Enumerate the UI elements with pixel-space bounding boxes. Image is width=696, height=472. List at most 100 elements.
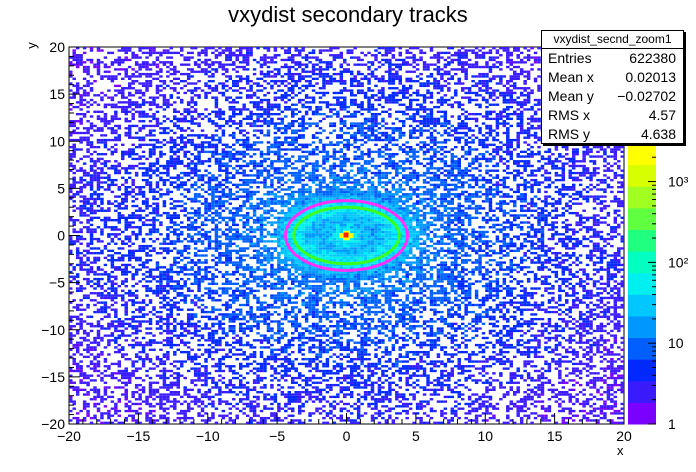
heatmap-cell [176,367,180,370]
heatmap-cell [284,108,288,111]
heatmap-cell [173,77,177,80]
heatmap-cell [186,63,191,66]
heatmap-cell [200,89,205,92]
heatmap-cell [270,181,274,184]
heatmap-cell [273,268,278,271]
heatmap-cell [238,153,243,156]
heatmap-cell [287,294,291,297]
heatmap-cell [193,122,198,125]
heatmap-cell [127,249,132,252]
heatmap-cell [204,96,208,99]
heatmap-cell [86,148,90,151]
heatmap-cell [277,296,281,300]
heatmap-cell [127,136,132,139]
heatmap-cell [238,178,243,182]
heatmap-cell [221,153,226,156]
heatmap-cell [180,270,184,274]
heatmap-cell [242,134,246,137]
heatmap-cell [284,256,288,260]
heatmap-cell [100,169,104,172]
heatmap-cell [93,362,97,366]
heatmap-cell [107,353,111,356]
heatmap-cell [193,273,198,276]
heatmap-cell [96,273,101,276]
heatmap-cell [225,221,229,224]
heatmap-cell [291,254,295,257]
heatmap-cell [263,369,267,373]
heatmap-cell [197,282,201,285]
heatmap-cell [141,313,146,316]
heatmap-cell [238,339,243,342]
heatmap-cell [235,141,239,144]
heatmap-cell [180,181,184,184]
heatmap-cell [100,120,104,123]
heatmap-cell [127,299,132,302]
heatmap-cell [232,112,236,116]
heatmap-cell [72,131,76,135]
heatmap-cell [69,315,73,318]
heatmap-cell [232,292,236,295]
heatmap-cell [110,303,115,307]
heatmap-cell [204,266,208,269]
heatmap-cell [186,322,191,326]
heatmap-cell [100,273,104,276]
heatmap-cell [162,294,167,297]
heatmap-cell [155,174,160,177]
heatmap-cell [280,374,285,377]
heatmap-cell [193,313,198,316]
heatmap-cell [287,407,291,410]
heatmap-cell [197,178,201,182]
heatmap-cell [166,416,170,420]
heatmap-cell [121,282,125,285]
heatmap-cell [114,167,118,170]
heatmap-cell [211,266,215,269]
heatmap-cell [200,372,205,375]
heatmap-cell [284,251,288,255]
heatmap-cell [131,117,135,121]
heatmap-cell [86,277,90,281]
heatmap-cell [134,273,139,276]
heatmap-cell [245,327,250,330]
heatmap-cell [159,289,163,293]
heatmap-cell [131,275,135,278]
heatmap-cell [79,122,83,125]
heatmap-cell [242,181,246,184]
heatmap-cell [287,207,291,210]
heatmap-cell [242,223,246,227]
heatmap-cell [176,256,180,260]
heatmap-cell [218,388,222,392]
heatmap-cell [103,221,108,224]
heatmap-cell [72,221,76,224]
heatmap-cell [228,56,233,59]
heatmap-cell [291,266,295,269]
heatmap-cell [291,167,295,170]
heatmap-cell [114,204,118,208]
heatmap-cell [159,292,163,295]
heatmap-cell [100,325,104,328]
heatmap-cell [107,127,111,130]
heatmap-cell [291,336,295,340]
heatmap-cell [166,289,170,293]
heatmap-cell [75,287,80,290]
heatmap-cell [249,54,253,57]
heatmap-cell [235,266,239,269]
heatmap-cell [225,386,229,389]
heatmap-cell [134,197,139,201]
heatmap-cell [93,388,97,392]
heatmap-cell [148,204,153,208]
heatmap-cell [280,386,285,389]
heatmap-cell [238,75,243,78]
heatmap-cell [69,336,73,340]
heatmap-cell [242,237,246,241]
heatmap-cell [225,400,229,403]
heatmap-cell [162,247,167,250]
heatmap-cell [280,322,285,326]
heatmap-cell [79,157,83,161]
heatmap-cell [162,237,167,241]
heatmap-cell [93,292,97,295]
heatmap-cell [152,414,156,417]
heatmap-cell [166,178,170,182]
heatmap-cell [152,308,156,311]
heatmap-cell [127,223,132,227]
heatmap-cell [238,112,243,116]
